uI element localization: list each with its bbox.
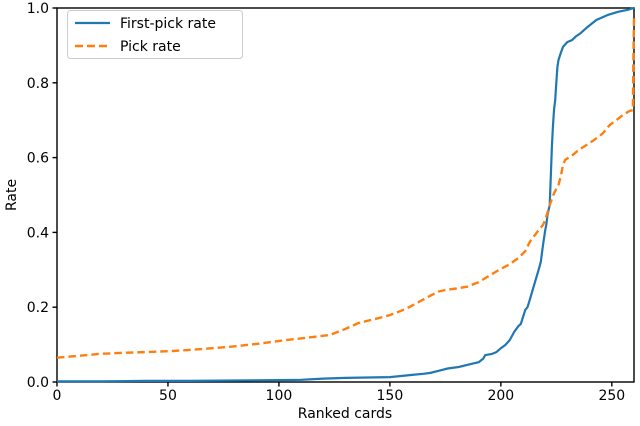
legend-label-pick-rate: Pick rate xyxy=(120,39,181,55)
x-tick-label: 150 xyxy=(377,388,404,404)
x-tick-label: 0 xyxy=(53,388,62,404)
y-tick-label: 0.8 xyxy=(27,76,49,92)
legend-label-first-pick-rate: First-pick rate xyxy=(120,16,216,32)
series-first-pick-rate xyxy=(57,6,635,383)
y-tick-label: 0.6 xyxy=(27,151,49,167)
y-axis-label: Rate xyxy=(4,179,20,211)
plot-border xyxy=(56,7,635,383)
y-tick-label: 1.0 xyxy=(27,1,49,17)
x-tick-label: 50 xyxy=(159,388,177,404)
x-axis-ticks: 0 50 100 150 200 250 xyxy=(53,382,625,404)
x-axis-label: Ranked cards xyxy=(298,406,392,422)
y-tick-label: 0.0 xyxy=(27,375,49,391)
legend: First-pick rate Pick rate xyxy=(67,10,243,59)
y-tick-label: 0.2 xyxy=(27,300,49,316)
series-pick-rate xyxy=(56,18,636,359)
y-tick-label: 0.4 xyxy=(27,225,49,241)
series-lines xyxy=(56,6,636,383)
x-tick-label: 250 xyxy=(598,388,625,404)
x-tick-label: 200 xyxy=(487,388,514,404)
y-axis-ticks: 0.0 0.2 0.4 0.6 0.8 1.0 xyxy=(27,1,57,391)
legend-box xyxy=(67,10,243,59)
x-tick-label: 100 xyxy=(266,388,293,404)
